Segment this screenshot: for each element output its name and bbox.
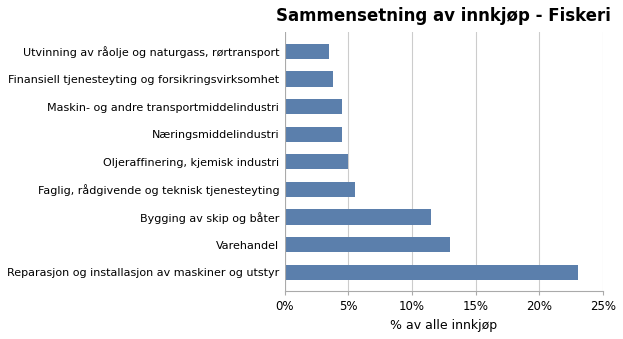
Bar [285,210,431,224]
Title: Sammensetning av innkjøp - Fiskeri: Sammensetning av innkjøp - Fiskeri [277,7,611,25]
Bar [285,44,330,59]
Bar [285,154,348,170]
Bar [285,237,450,252]
Bar [285,72,333,86]
Bar [285,126,342,142]
Bar [285,99,342,114]
Bar [285,182,354,197]
Bar [285,264,578,280]
X-axis label: % av alle innkjøp: % av alle innkjøp [391,319,497,332]
